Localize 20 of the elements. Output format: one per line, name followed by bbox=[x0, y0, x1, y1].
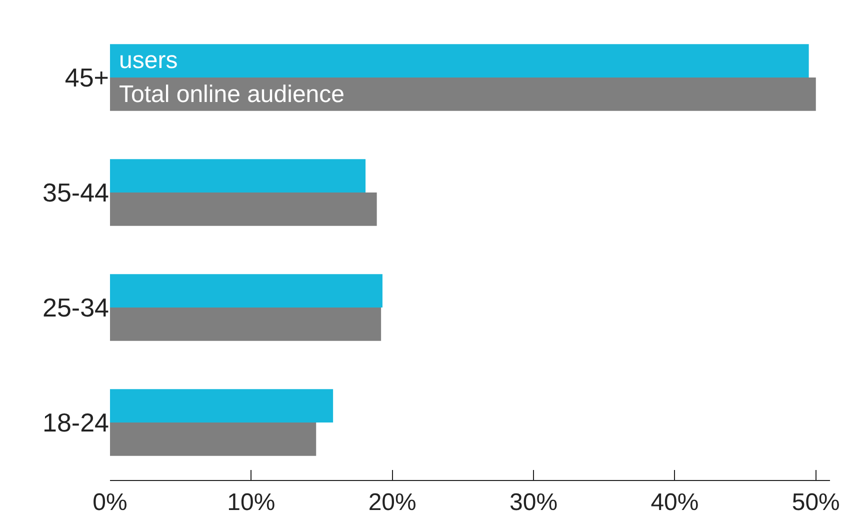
x-tick-label: 20% bbox=[368, 488, 416, 516]
series-label: users bbox=[119, 47, 178, 74]
bar bbox=[110, 389, 334, 422]
y-tick-label: 25-34 bbox=[42, 292, 109, 323]
bar bbox=[110, 274, 382, 308]
x-tick-label: 50% bbox=[792, 488, 840, 516]
x-tick-label: 30% bbox=[510, 488, 558, 516]
bar bbox=[110, 192, 377, 226]
series-label: Total online audience bbox=[119, 81, 345, 108]
bar bbox=[110, 308, 382, 341]
bar bbox=[110, 159, 366, 192]
x-tick-label: 40% bbox=[650, 488, 699, 516]
x-tick-label: 10% bbox=[227, 488, 276, 516]
y-tick-label: 18-24 bbox=[42, 408, 109, 438]
y-tick-label: 45+ bbox=[64, 62, 109, 93]
y-tick-label: 35-44 bbox=[42, 178, 109, 208]
bar bbox=[110, 44, 809, 78]
x-tick-label: 0% bbox=[92, 488, 128, 516]
bar bbox=[110, 78, 816, 111]
bar bbox=[110, 422, 316, 456]
